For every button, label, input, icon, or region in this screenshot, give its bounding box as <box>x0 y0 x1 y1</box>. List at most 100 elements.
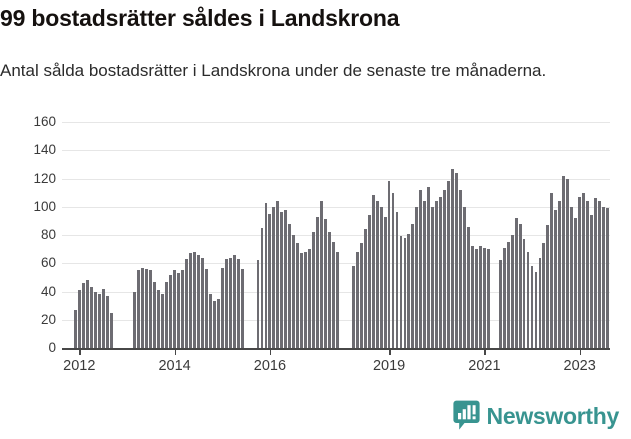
bar <box>276 201 280 348</box>
y-axis-tick: 100 <box>0 200 56 214</box>
bar <box>514 218 518 348</box>
bar <box>463 206 466 348</box>
bar <box>161 294 165 348</box>
bar <box>288 223 292 348</box>
bar <box>447 181 451 348</box>
y-axis-tick: 0 <box>0 341 56 355</box>
bar <box>598 201 601 348</box>
bar <box>455 172 458 348</box>
bar <box>558 201 562 348</box>
y-axis-tick-label: 160 <box>33 114 56 129</box>
bar <box>145 268 149 348</box>
bar <box>474 249 478 348</box>
bar <box>272 206 276 348</box>
bar <box>606 208 609 348</box>
bar <box>431 206 435 348</box>
y-axis-tick: 140 <box>0 143 56 157</box>
bar <box>280 212 284 348</box>
x-axis-tick <box>484 348 486 355</box>
bar <box>443 189 447 348</box>
bar <box>105 295 109 348</box>
gridline <box>62 150 610 152</box>
bar <box>594 198 597 348</box>
x-axis-tick <box>579 348 582 355</box>
newsworthy-logo[interactable]: Newsworthy <box>452 400 620 431</box>
bar <box>336 251 339 348</box>
bar <box>550 192 554 348</box>
y-axis-tick-label: 60 <box>40 255 56 271</box>
bar <box>320 201 323 348</box>
bar <box>498 260 502 348</box>
bar <box>284 209 288 348</box>
x-axis-line <box>62 348 610 350</box>
bar <box>538 257 542 348</box>
bar-series <box>62 122 610 348</box>
bar <box>510 235 514 348</box>
bar <box>359 243 363 348</box>
bar <box>81 283 85 348</box>
footer: Newsworthy <box>0 398 631 439</box>
page-title: 99 bostadsrätter såldes i Landskrona <box>0 5 400 31</box>
bar <box>467 226 470 348</box>
y-axis-tick: 80 <box>0 228 56 242</box>
bar <box>240 268 244 348</box>
bar <box>260 227 264 348</box>
bar <box>228 257 232 348</box>
x-axis-tick <box>174 348 177 355</box>
y-axis-tick: 40 <box>0 284 56 299</box>
bar <box>181 270 184 348</box>
bar <box>602 206 605 348</box>
y-axis-tick-label: 140 <box>33 142 56 158</box>
bar <box>534 271 538 348</box>
gridline <box>62 206 610 208</box>
bar <box>355 251 359 348</box>
x-axis-tick-label: 2016 <box>253 358 287 374</box>
bar <box>486 249 490 348</box>
bar <box>236 259 240 348</box>
gridline <box>62 122 610 123</box>
bar <box>268 213 272 348</box>
bar-chart-bubble-icon <box>452 400 480 431</box>
logo-text: Newsworthy <box>486 402 620 429</box>
bar <box>185 259 188 348</box>
bar <box>101 288 105 348</box>
bar <box>546 225 550 348</box>
bar <box>89 287 93 348</box>
x-axis: 2012201420162019202120232025 <box>0 348 631 388</box>
x-axis-tick <box>269 348 272 355</box>
gridline <box>62 178 610 180</box>
y-axis-tick: 160 <box>0 115 56 129</box>
bar <box>379 206 383 348</box>
bar <box>300 253 304 348</box>
bar <box>566 178 570 348</box>
bar <box>328 232 331 348</box>
x-axis-tick <box>389 348 391 355</box>
bar <box>478 246 482 348</box>
bar <box>149 270 153 348</box>
bar <box>435 201 439 348</box>
x-axis-tick <box>79 348 81 355</box>
bar <box>542 243 546 348</box>
bar <box>459 189 462 348</box>
bar <box>85 280 89 348</box>
bar <box>312 232 316 348</box>
bar <box>324 219 327 348</box>
bar <box>403 237 407 348</box>
bar <box>97 294 101 348</box>
bar <box>316 216 319 348</box>
y-axis-tick: 60 <box>0 256 56 270</box>
bar <box>399 236 403 348</box>
bar <box>590 215 593 348</box>
bar <box>391 192 395 348</box>
x-axis-tick-label: 2014 <box>158 358 191 374</box>
y-axis-tick-label: 120 <box>33 170 56 186</box>
bar <box>407 233 411 348</box>
bar <box>482 247 486 348</box>
bar <box>208 294 212 348</box>
y-axis-tick-label: 0 <box>48 340 56 355</box>
bar <box>570 206 574 348</box>
bar <box>224 259 228 348</box>
bar <box>502 247 506 348</box>
